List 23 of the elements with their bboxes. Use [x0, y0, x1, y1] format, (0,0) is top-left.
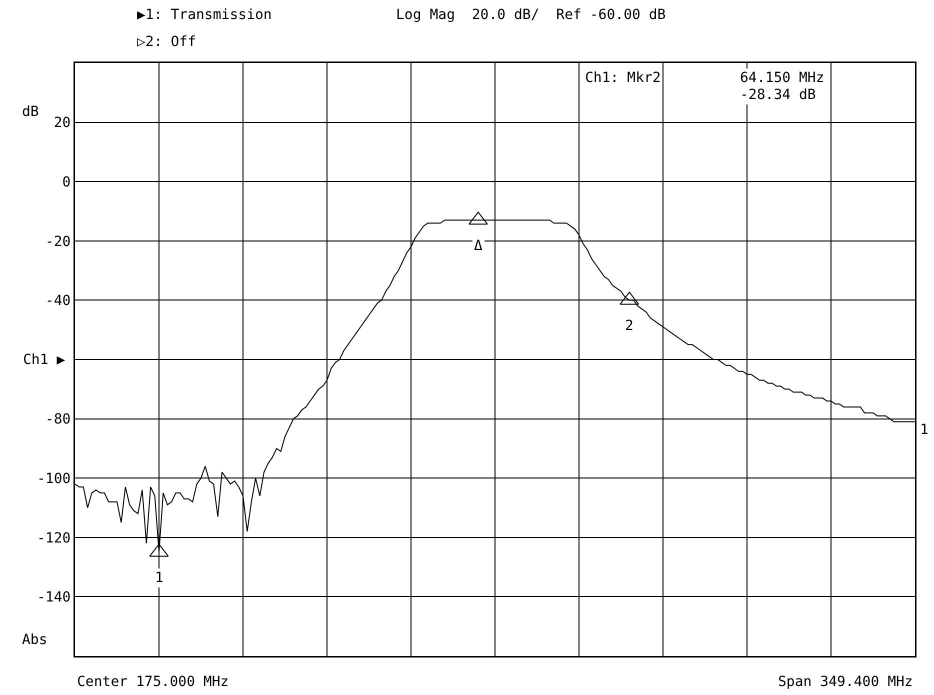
- y-axis-title: dB: [22, 104, 39, 120]
- y-tick-label: -20: [45, 234, 71, 250]
- annotation: 2: [625, 318, 634, 334]
- annotation: 1: [155, 570, 164, 586]
- annotation: Ch1: Mkr2: [585, 70, 661, 86]
- annotation: 64.150 MHz: [740, 70, 824, 86]
- y-tick-label: 0: [62, 174, 71, 190]
- text: ▷2: Off: [137, 34, 196, 50]
- text: Log Mag 20.0 dB/ Ref -60.00 dB: [396, 7, 666, 23]
- text: Span 349.400 MHz: [778, 674, 913, 690]
- y-tick-label: -40: [45, 293, 71, 310]
- y-tick-label: -80: [45, 412, 71, 428]
- annotation: Δ: [474, 238, 483, 254]
- annotation: -28.34 dB: [740, 87, 816, 103]
- y-tick-label: 20: [54, 115, 71, 132]
- text: Ch1 ▶: [23, 352, 66, 368]
- text: Center 175.000 MHz: [77, 674, 229, 690]
- y-tick-label: -100: [36, 471, 71, 487]
- text: ▶1: Transmission: [137, 7, 272, 23]
- series-label: 1: [920, 422, 928, 438]
- y-tick-label: -120: [36, 530, 71, 546]
- y-tick-label: -140: [36, 590, 71, 606]
- text: Abs: [22, 632, 48, 648]
